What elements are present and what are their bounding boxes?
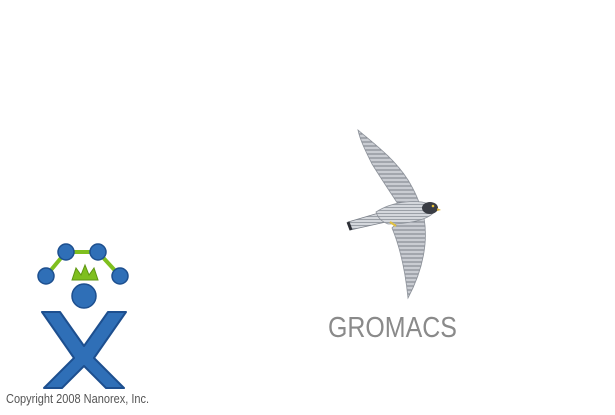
copyright-notice: Copyright 2008 Nanorex, Inc.	[6, 392, 149, 406]
falcon-beak	[437, 208, 441, 211]
falcon-head	[422, 202, 438, 214]
nanoengineer-x-figure-icon	[36, 238, 134, 390]
falcon-upper-wing	[358, 130, 420, 210]
logo-head	[72, 284, 96, 308]
falcon-lower-wing	[392, 218, 425, 298]
peregrine-falcon-icon	[342, 128, 442, 302]
falcon-eye	[432, 205, 435, 208]
logo-x-body	[42, 312, 126, 388]
product-name: GROMACS	[328, 312, 457, 345]
logo-crown	[72, 265, 98, 280]
